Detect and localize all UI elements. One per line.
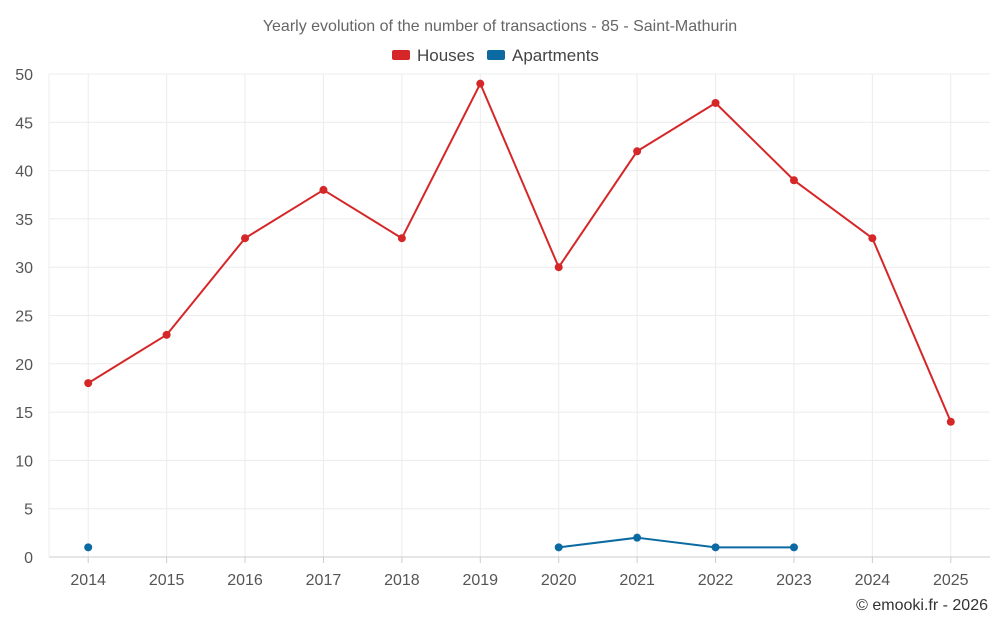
y-tick-label: 5 xyxy=(24,502,33,519)
series-line-houses xyxy=(87,82,952,423)
y-tick-label: 20 xyxy=(15,357,33,374)
x-tick-label: 2016 xyxy=(227,572,263,589)
x-tick-label: 2023 xyxy=(776,572,812,589)
y-tick-label: 35 xyxy=(15,212,33,229)
data-point-houses[interactable] xyxy=(319,185,328,194)
x-tick-label: 2017 xyxy=(306,572,342,589)
credit-text: © emooki.fr - 2026 xyxy=(856,597,988,614)
data-point-houses[interactable] xyxy=(711,98,720,107)
x-tick-label: 2014 xyxy=(70,572,106,589)
data-point-houses[interactable] xyxy=(789,176,798,185)
x-axis-ticks: 2014 2015 2016 2017 2018 2019 2020 2021 2022 2023… xyxy=(70,572,968,589)
data-point-apartments[interactable] xyxy=(554,543,563,552)
y-tick-label: 50 xyxy=(15,67,33,84)
x-tick-label: 2025 xyxy=(933,572,969,589)
chart-legend: Houses Apartments xyxy=(392,46,599,65)
y-tick-label: 30 xyxy=(15,260,33,277)
data-point-houses[interactable] xyxy=(84,379,93,388)
grid-lines xyxy=(49,73,990,557)
legend-item-houses[interactable]: Houses xyxy=(392,46,475,65)
series-apartments xyxy=(84,533,798,552)
legend-label-apartments: Apartments xyxy=(512,46,599,65)
y-tick-label: 25 xyxy=(15,309,33,326)
data-point-apartments[interactable] xyxy=(84,543,93,552)
x-tick-label: 2020 xyxy=(541,572,577,589)
y-tick-label: 40 xyxy=(15,164,33,181)
data-point-houses[interactable] xyxy=(946,417,955,426)
x-tick-label: 2024 xyxy=(855,572,891,589)
data-point-apartments[interactable] xyxy=(711,543,720,552)
data-point-houses[interactable] xyxy=(633,147,642,156)
data-point-houses[interactable] xyxy=(868,234,877,243)
data-point-houses[interactable] xyxy=(476,79,485,88)
legend-item-apartments[interactable]: Apartments xyxy=(487,46,599,65)
series-line-apartments xyxy=(558,536,794,549)
legend-label-houses: Houses xyxy=(417,46,475,65)
y-axis-ticks: 0 5 10 15 20 25 30 35 40 45 50 xyxy=(15,67,33,567)
x-tick-label: 2015 xyxy=(149,572,185,589)
y-tick-label: 45 xyxy=(15,115,33,132)
data-point-houses[interactable] xyxy=(397,234,406,243)
series-houses xyxy=(84,79,955,426)
axes xyxy=(48,74,990,563)
x-tick-label: 2018 xyxy=(384,572,420,589)
x-tick-label: 2019 xyxy=(462,572,498,589)
data-series xyxy=(84,79,955,552)
x-tick-label: 2021 xyxy=(619,572,655,589)
data-point-apartments[interactable] xyxy=(789,543,798,552)
y-tick-label: 0 xyxy=(24,550,33,567)
legend-swatch-apartments xyxy=(487,50,505,60)
data-point-apartments[interactable] xyxy=(633,533,642,542)
legend-swatch-houses xyxy=(392,50,410,60)
x-tick-label: 2022 xyxy=(698,572,734,589)
y-tick-label: 15 xyxy=(15,405,33,422)
y-tick-label: 10 xyxy=(15,453,33,470)
data-point-houses[interactable] xyxy=(241,234,250,243)
chart-title: Yearly evolution of the number of transa… xyxy=(263,18,737,35)
data-point-houses[interactable] xyxy=(162,330,171,339)
data-point-houses[interactable] xyxy=(554,263,563,272)
